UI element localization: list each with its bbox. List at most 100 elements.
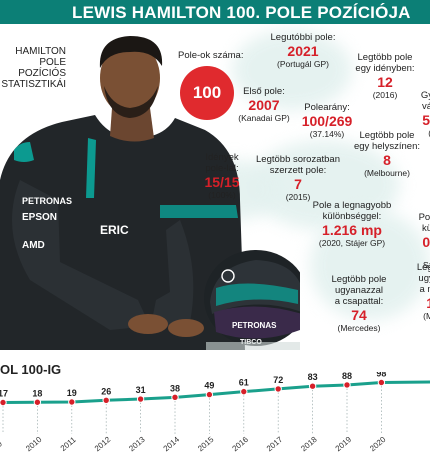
stat-value: 12 (377, 74, 393, 90)
data-label: 19 (67, 388, 77, 398)
data-point (68, 398, 76, 406)
side-label: HAMILTON POLE POZÍCIÓS STATISZTIKÁI (1, 46, 66, 90)
stat-sub: (Mercedes) (337, 323, 381, 333)
year-tick-label: 2020 (368, 435, 388, 454)
data-point (274, 385, 282, 393)
pole-count-badge: 100 (180, 66, 234, 120)
stat-sub: (5 (421, 128, 430, 138)
data-point (33, 398, 42, 406)
data-point (171, 393, 179, 402)
data-label: 26 (101, 386, 111, 396)
page-title: LEWIS HAMILTON 100. POLE POZÍCIÓJA (72, 3, 411, 22)
stat-sub: (20 (419, 250, 430, 260)
stat-value: 58/ (422, 112, 430, 128)
stat-label: Pole a L (418, 212, 430, 223)
suit-sponsor-text: AMD (22, 240, 45, 251)
stat-sub: (Kanadai GP) (238, 113, 290, 123)
stat-csapattal: Legtöbb pole ugyanazzal a csapattal: 74 (Mer… (332, 274, 387, 333)
data-point (308, 382, 317, 390)
data-point (205, 390, 214, 399)
timeline-title: OL 100-IG (0, 362, 62, 377)
background-blob (232, 30, 352, 110)
stat-sub: (Melbourne) (364, 168, 410, 178)
stat-legtobb-helyszinen: Legtöbb pole egy helyszínen: 8 (Melbourne) (354, 130, 420, 178)
stat-label: Legtöbb pole (359, 130, 415, 141)
year-tick-label: 2018 (299, 435, 319, 454)
stat-label: Legtöbb pole (331, 274, 387, 285)
stat-label: pole-lal: (205, 163, 239, 174)
year-tick-label: 2014 (162, 435, 182, 454)
stat-label: Legutóbbi pole: (270, 32, 336, 43)
data-point (240, 387, 248, 396)
stat-sub: (Merc (423, 311, 430, 321)
stat-idenyek: Idények pole-lal: 15/15 (100%) (204, 152, 239, 200)
stat-label: egy helyszínen: (353, 141, 421, 152)
pole-count-label: Pole-ok száma: (178, 50, 244, 61)
hamilton-portrait: PETRONAS EPSON AMD ERIC PETRONAS TIBCO (0, 36, 300, 350)
stat-label: ugyanazzal (334, 285, 384, 296)
stat-sub: (37.14%) (309, 129, 345, 139)
background-blob (310, 210, 430, 320)
year-tick-label: 2010 (24, 435, 44, 454)
stat-value: 2007 (248, 97, 280, 113)
stat-label: Idények (205, 152, 239, 163)
stat-sub: Szinga (423, 260, 430, 270)
head (100, 41, 160, 115)
stat-value: 7 (294, 176, 302, 192)
stat-sub: (2020, Stájer GP) (318, 238, 386, 248)
helmet: PETRONAS TIBCO (204, 250, 300, 346)
stat-value: 0.00 (422, 234, 430, 250)
stat-label: különb (422, 223, 430, 234)
stat-motorral: Legtöbbugyanaa moto10(Merc (417, 262, 430, 321)
stat-sorozatban: Legtöbb sorozatban szerzett pole: 7 (2015) (256, 154, 340, 202)
stat-value: 2021 (287, 43, 319, 59)
stat-label: szerzett pole: (269, 165, 327, 176)
helmet-sponsor-text: PETRONAS (232, 321, 277, 330)
year-tick-label: 2011 (59, 435, 78, 453)
stat-label: Polearány: (304, 102, 350, 113)
data-label: 17 (0, 389, 8, 399)
data-label: 72 (273, 375, 283, 385)
data-point (136, 395, 145, 403)
timeline-chart: 17 9 18 2010 19 2011 26 2012 31 2013 38 2014 49 2015 6… (0, 372, 430, 454)
stat-label: egy idényben: (355, 63, 415, 74)
stat-legtobb-evben: Legtöbb pole egy idényben: 12 (2016) (355, 52, 414, 100)
stat-label: Legtöbb pole (357, 52, 413, 63)
year-tick-label: 2019 (334, 435, 354, 454)
stat-value: 15/15 (204, 174, 240, 190)
stat-label: Első pole: (243, 86, 285, 97)
year-tick-label: 2015 (196, 435, 216, 454)
data-point (343, 381, 351, 389)
data-label: 61 (239, 378, 249, 388)
suit-sponsor-text: PETRONAS (22, 196, 72, 206)
stat-value: 100/269 (301, 113, 353, 129)
stat-label: Legtöbb sorozatban (256, 154, 340, 165)
data-point (102, 396, 110, 404)
stat-legnagyobb: Pole a legnagyobb különbséggel: 1.216 mp (2… (313, 200, 392, 248)
data-label: 83 (308, 372, 318, 382)
data-label: 18 (32, 388, 42, 398)
data-point (0, 398, 7, 407)
year-tick-label: 9 (0, 439, 4, 449)
data-label: 98 (376, 372, 386, 378)
stat-sub: (2015) (285, 192, 311, 202)
year-tick-label: 2016 (230, 435, 250, 454)
suit-sponsor-text: ERIC (100, 223, 129, 237)
data-label: 49 (204, 381, 214, 391)
year-tick-label: 2013 (127, 435, 147, 454)
stat-value: 74 (351, 307, 367, 323)
stat-label: ugyana (418, 273, 430, 284)
stat-label: Pole a legnagyobb (312, 200, 392, 211)
stat-label: a csapattal: (334, 296, 384, 307)
stat-label: a moto (419, 284, 430, 295)
stat-label: Győz (420, 90, 430, 101)
stat-sub: (100%) (208, 190, 236, 200)
suit-sponsor-text: EPSON (22, 212, 57, 223)
data-point (377, 378, 386, 387)
title-bar: LEWIS HAMILTON 100. POLE POZÍCIÓJA (0, 0, 430, 24)
stat-label: váltó (421, 101, 430, 112)
year-tick-label: 2017 (265, 435, 285, 454)
stat-label: Legtöbb (416, 262, 430, 273)
data-label: 31 (136, 385, 146, 395)
